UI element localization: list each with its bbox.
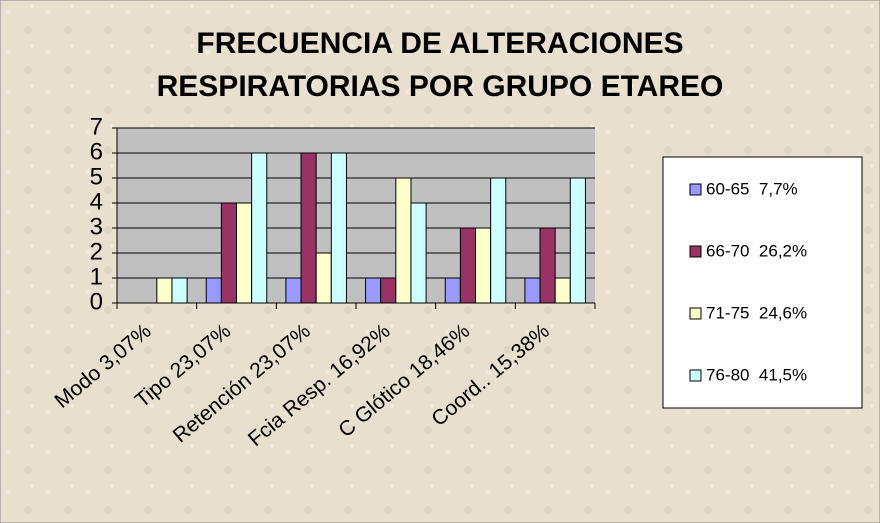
chart-title: FRECUENCIA DE ALTERACIONES — [196, 27, 683, 60]
bar — [459, 227, 477, 304]
legend-label: 71-75 24,6% — [706, 303, 807, 322]
y-tick-label: 2 — [90, 238, 103, 265]
legend-swatch — [689, 369, 702, 382]
legend-label: 76-80 41,5% — [706, 365, 807, 384]
bar — [330, 152, 347, 304]
y-tick-label: 6 — [90, 138, 103, 165]
legend-swatch — [689, 245, 702, 258]
bar — [395, 177, 412, 304]
bar — [554, 277, 571, 304]
y-tick-label: 7 — [90, 113, 103, 140]
legend-label: 66-70 26,2% — [706, 241, 807, 260]
bar — [285, 277, 302, 304]
bar — [220, 202, 237, 304]
bar — [365, 277, 382, 304]
chart-title: RESPIRATORIAS POR GRUPO ETAREO — [157, 70, 724, 103]
y-tick-label: 0 — [90, 288, 103, 315]
bar — [171, 277, 188, 304]
bar — [315, 252, 332, 304]
bar — [236, 202, 253, 304]
bar — [251, 152, 268, 304]
legend-swatch — [689, 183, 702, 196]
bar — [380, 277, 397, 304]
bar — [539, 227, 556, 304]
y-tick-label: 5 — [90, 163, 103, 190]
bar — [490, 177, 507, 304]
y-tick-label: 1 — [90, 263, 103, 290]
legend-label: 60-65 7,7% — [706, 179, 798, 198]
bar — [569, 177, 586, 304]
bar — [475, 227, 492, 304]
bar — [444, 277, 461, 304]
plot-area — [117, 128, 595, 303]
bar — [205, 277, 222, 304]
legend — [662, 156, 863, 409]
bar — [156, 277, 173, 304]
bar — [524, 277, 541, 304]
bar — [410, 202, 427, 304]
legend-swatch — [689, 307, 702, 320]
y-tick-label: 3 — [90, 213, 103, 240]
bar — [300, 152, 317, 304]
y-tick-label: 4 — [90, 188, 103, 215]
